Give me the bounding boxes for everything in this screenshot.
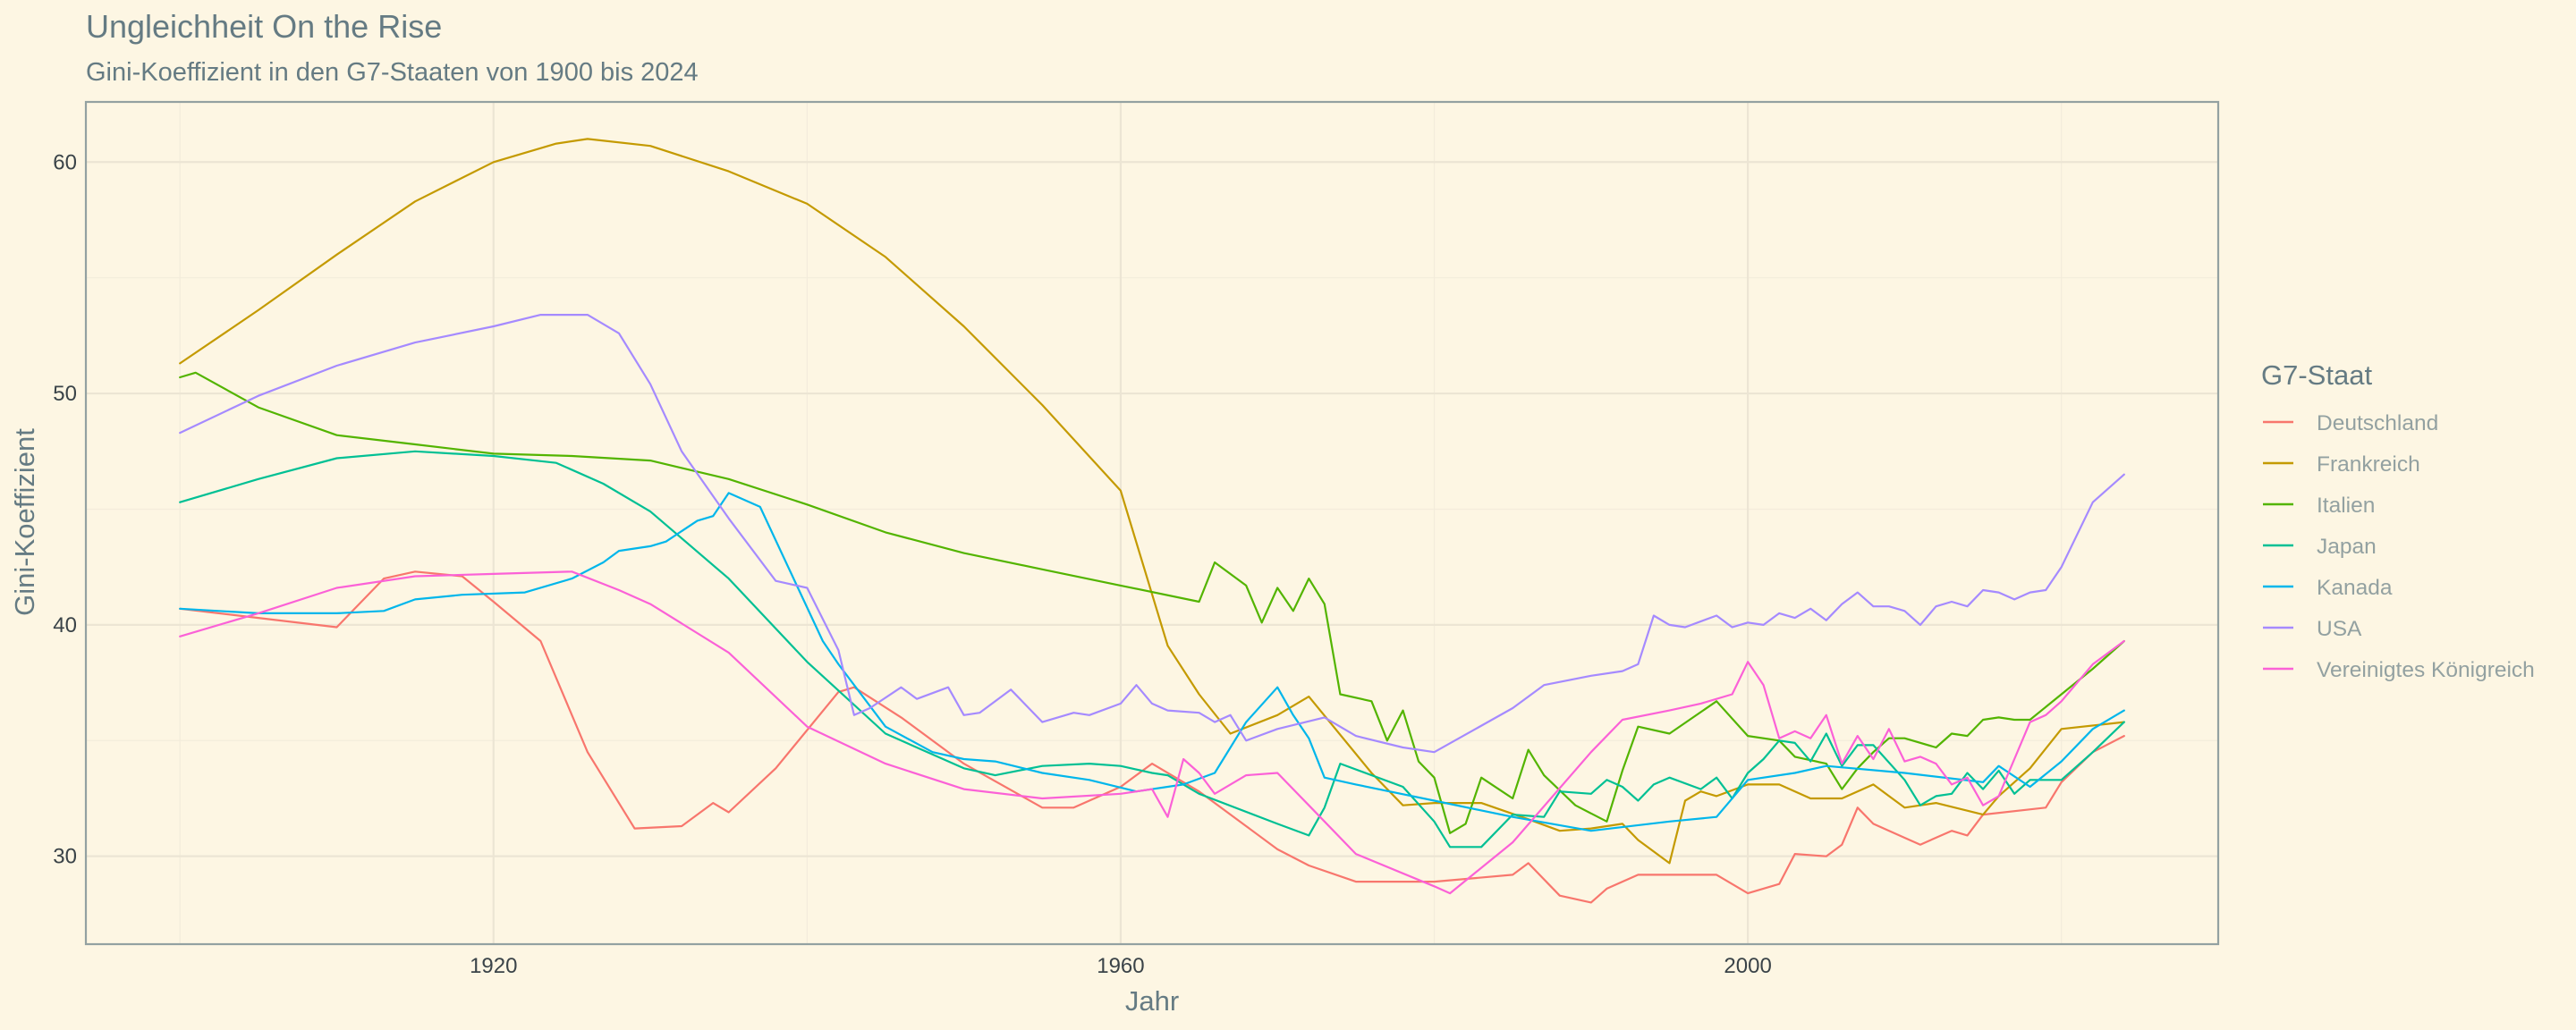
series-line-usa [179,314,2125,754]
legend-title: G7-Staat [2261,359,2372,391]
chart-subtitle: Gini-Koeffizient in den G7-Staaten von 1… [86,58,699,87]
x-axis-ticks: 1920 1960 2000 [470,954,1772,978]
x-axis-title: Jahr [1125,985,1179,1017]
legend-label-italien: Italien [2317,494,2375,518]
series-line-kanada [179,492,2125,832]
legend: G7-Staat Deutschland Frankreich Italien Jap… [2261,359,2535,682]
series-line-deutschland [179,570,2125,904]
series-line-japan [179,450,2125,848]
x-tick-label: 2000 [1724,954,1771,978]
y-axis-title: Gini-Koeffizient [9,428,40,616]
y-tick-label: 30 [53,845,77,869]
y-tick-label: 50 [53,382,77,406]
chart-title: Ungleichheit On the Rise [86,8,442,45]
legend-items: Deutschland Frankreich Italien Japan Kanada U… [2263,411,2535,682]
legend-label-kanada: Kanada [2317,576,2393,600]
y-tick-label: 40 [53,613,77,637]
series-line-italien [179,371,2125,834]
x-tick-label: 1960 [1097,954,1144,978]
legend-label-japan: Japan [2317,535,2377,559]
legend-label-usa: USA [2317,617,2362,641]
legend-label-deutschland: Deutschland [2317,411,2438,435]
series-line-frankreich [179,138,2125,865]
major-gridlines [86,102,2218,944]
minor-gridlines [86,102,2218,944]
plot-panel [84,100,2220,946]
y-axis-ticks: 30 40 50 60 [53,150,77,868]
panel-border [84,100,2220,946]
series-lines [179,138,2125,904]
legend-label-frankreich: Frankreich [2317,452,2420,477]
y-tick-label: 60 [53,150,77,174]
series-line-vereinigtes-k-nigreich [179,570,2125,895]
x-tick-label: 1920 [470,954,517,978]
legend-label-vereinigtes-k-nigreich: Vereinigtes Königreich [2317,658,2535,682]
